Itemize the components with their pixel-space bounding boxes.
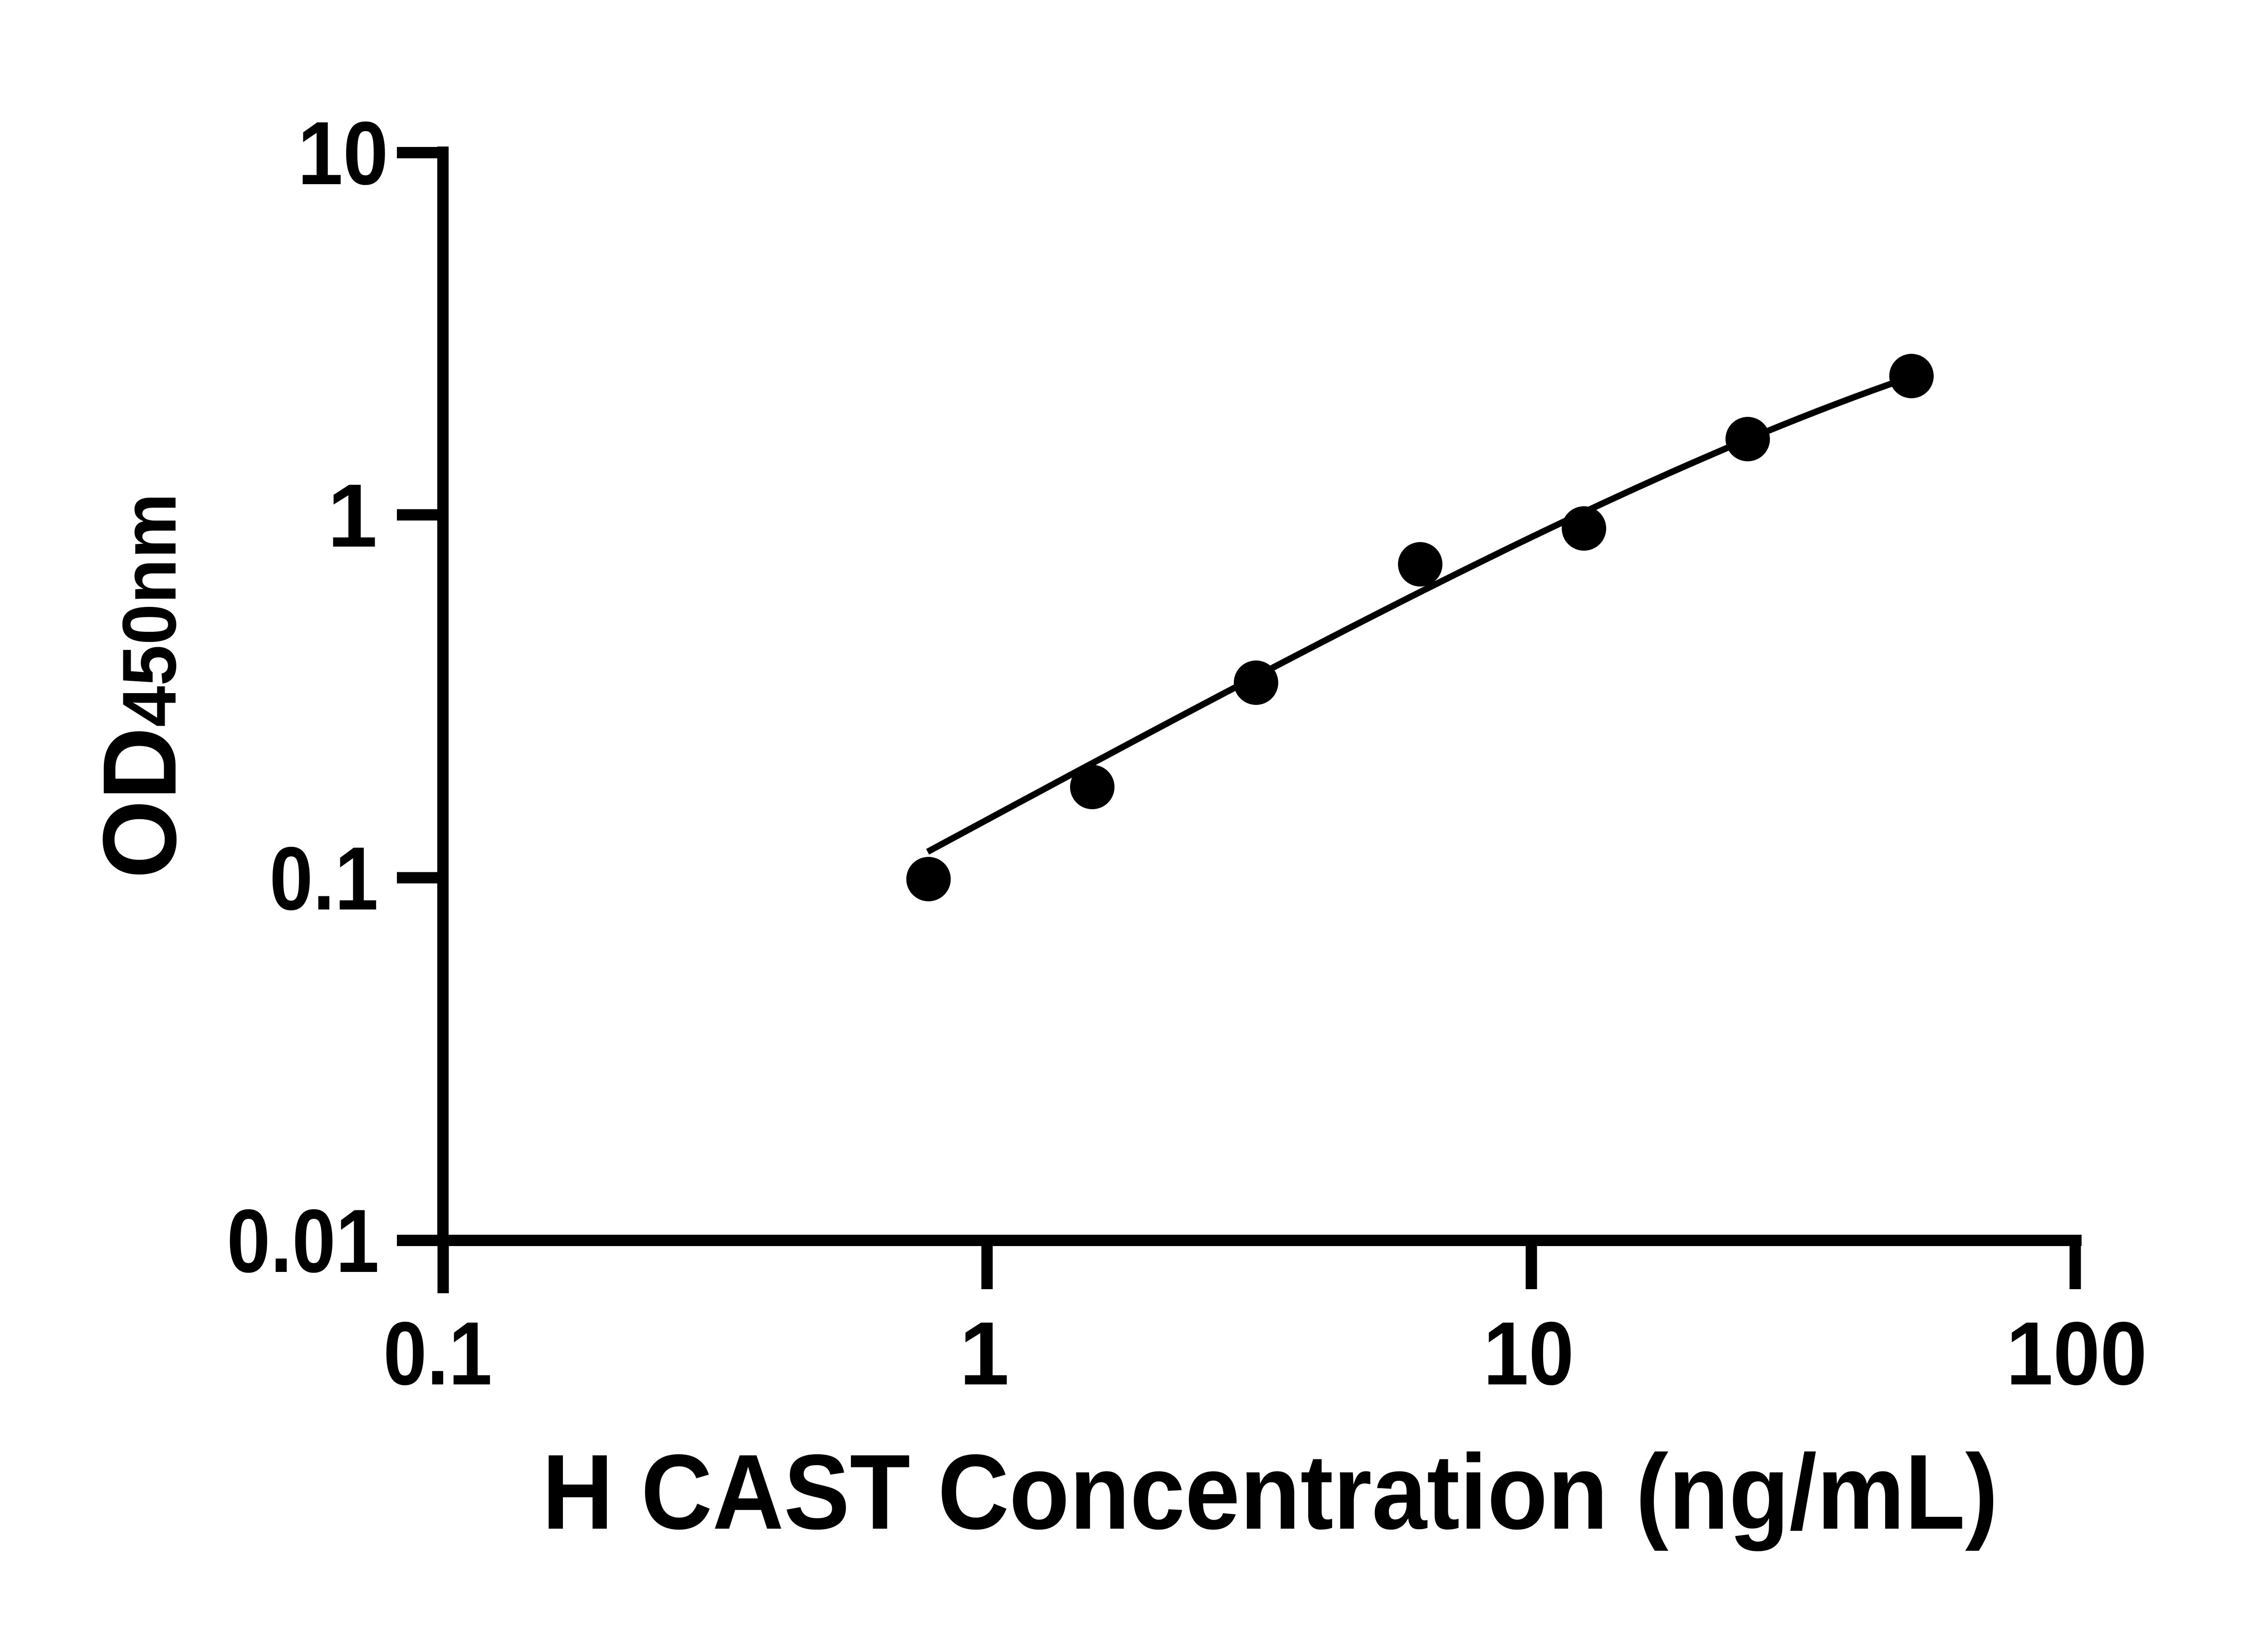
svg-text:0.1: 0.1 [269, 828, 378, 929]
svg-text:0.01: 0.01 [227, 1191, 379, 1291]
svg-text:100: 100 [2006, 1303, 2147, 1403]
svg-text:H CAST Concentration (ng/mL): H CAST Concentration (ng/mL) [542, 1432, 1998, 1551]
svg-text:1: 1 [327, 465, 377, 566]
svg-text:1: 1 [959, 1303, 1009, 1403]
svg-text:0.1: 0.1 [383, 1303, 492, 1403]
svg-text:10: 10 [1483, 1303, 1574, 1403]
svg-text:10: 10 [298, 103, 388, 203]
